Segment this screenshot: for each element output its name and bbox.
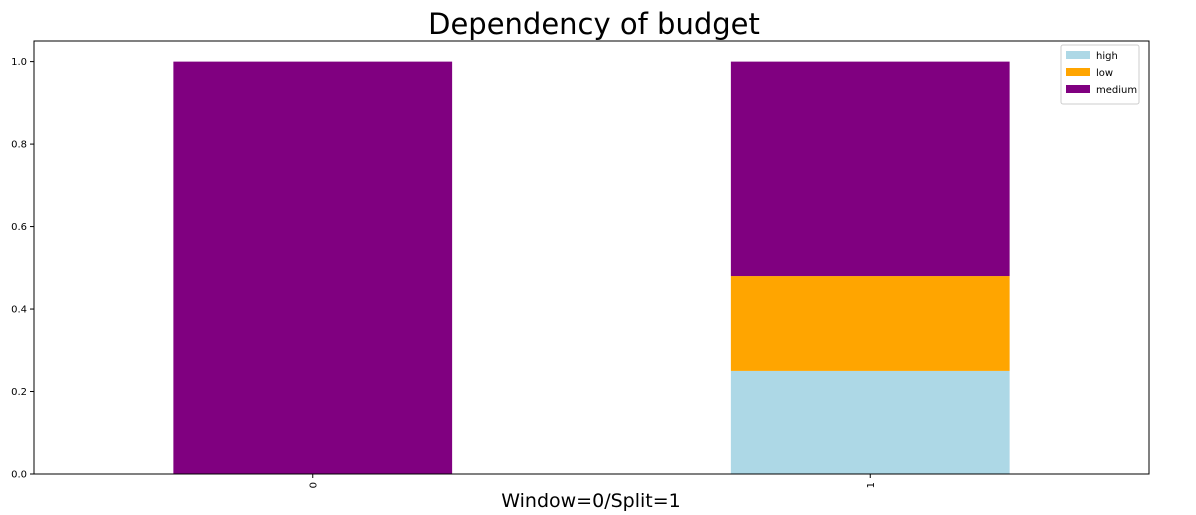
legend-label-high: high <box>1096 51 1118 62</box>
bars-group <box>173 61 1010 474</box>
y-tick-label-3: 0.6 <box>11 222 27 233</box>
chart-title: Dependency of budget <box>428 7 760 41</box>
y-tick-label-4: 0.8 <box>11 140 27 151</box>
y-tick-label-0: 0.0 <box>11 470 27 481</box>
x-axis-label: Window=0/Split=1 <box>501 490 680 512</box>
x-tick-label-1: 1 <box>866 482 877 488</box>
y-tick-label-1: 0.2 <box>11 387 27 398</box>
x-tick-label-0: 0 <box>308 482 319 488</box>
legend-label-low: low <box>1096 68 1113 79</box>
bar-low-cat-1 <box>730 276 1010 371</box>
legend-swatch-high <box>1066 51 1090 59</box>
bar-high-cat-1 <box>730 370 1010 474</box>
bar-medium-cat-1 <box>730 61 1010 277</box>
y-axis: 0.0 0.2 0.4 0.6 0.8 1.0 <box>11 57 34 481</box>
y-tick-label-5: 1.0 <box>11 57 27 68</box>
legend-swatch-medium <box>1066 85 1090 93</box>
plot-area-frame <box>33 40 1150 475</box>
legend-label-medium: medium <box>1096 85 1137 96</box>
y-tick-label-2: 0.4 <box>11 305 27 316</box>
legend: high low medium <box>1060 44 1140 105</box>
legend-swatch-low <box>1066 68 1090 76</box>
bar-medium-cat-0 <box>173 61 453 474</box>
